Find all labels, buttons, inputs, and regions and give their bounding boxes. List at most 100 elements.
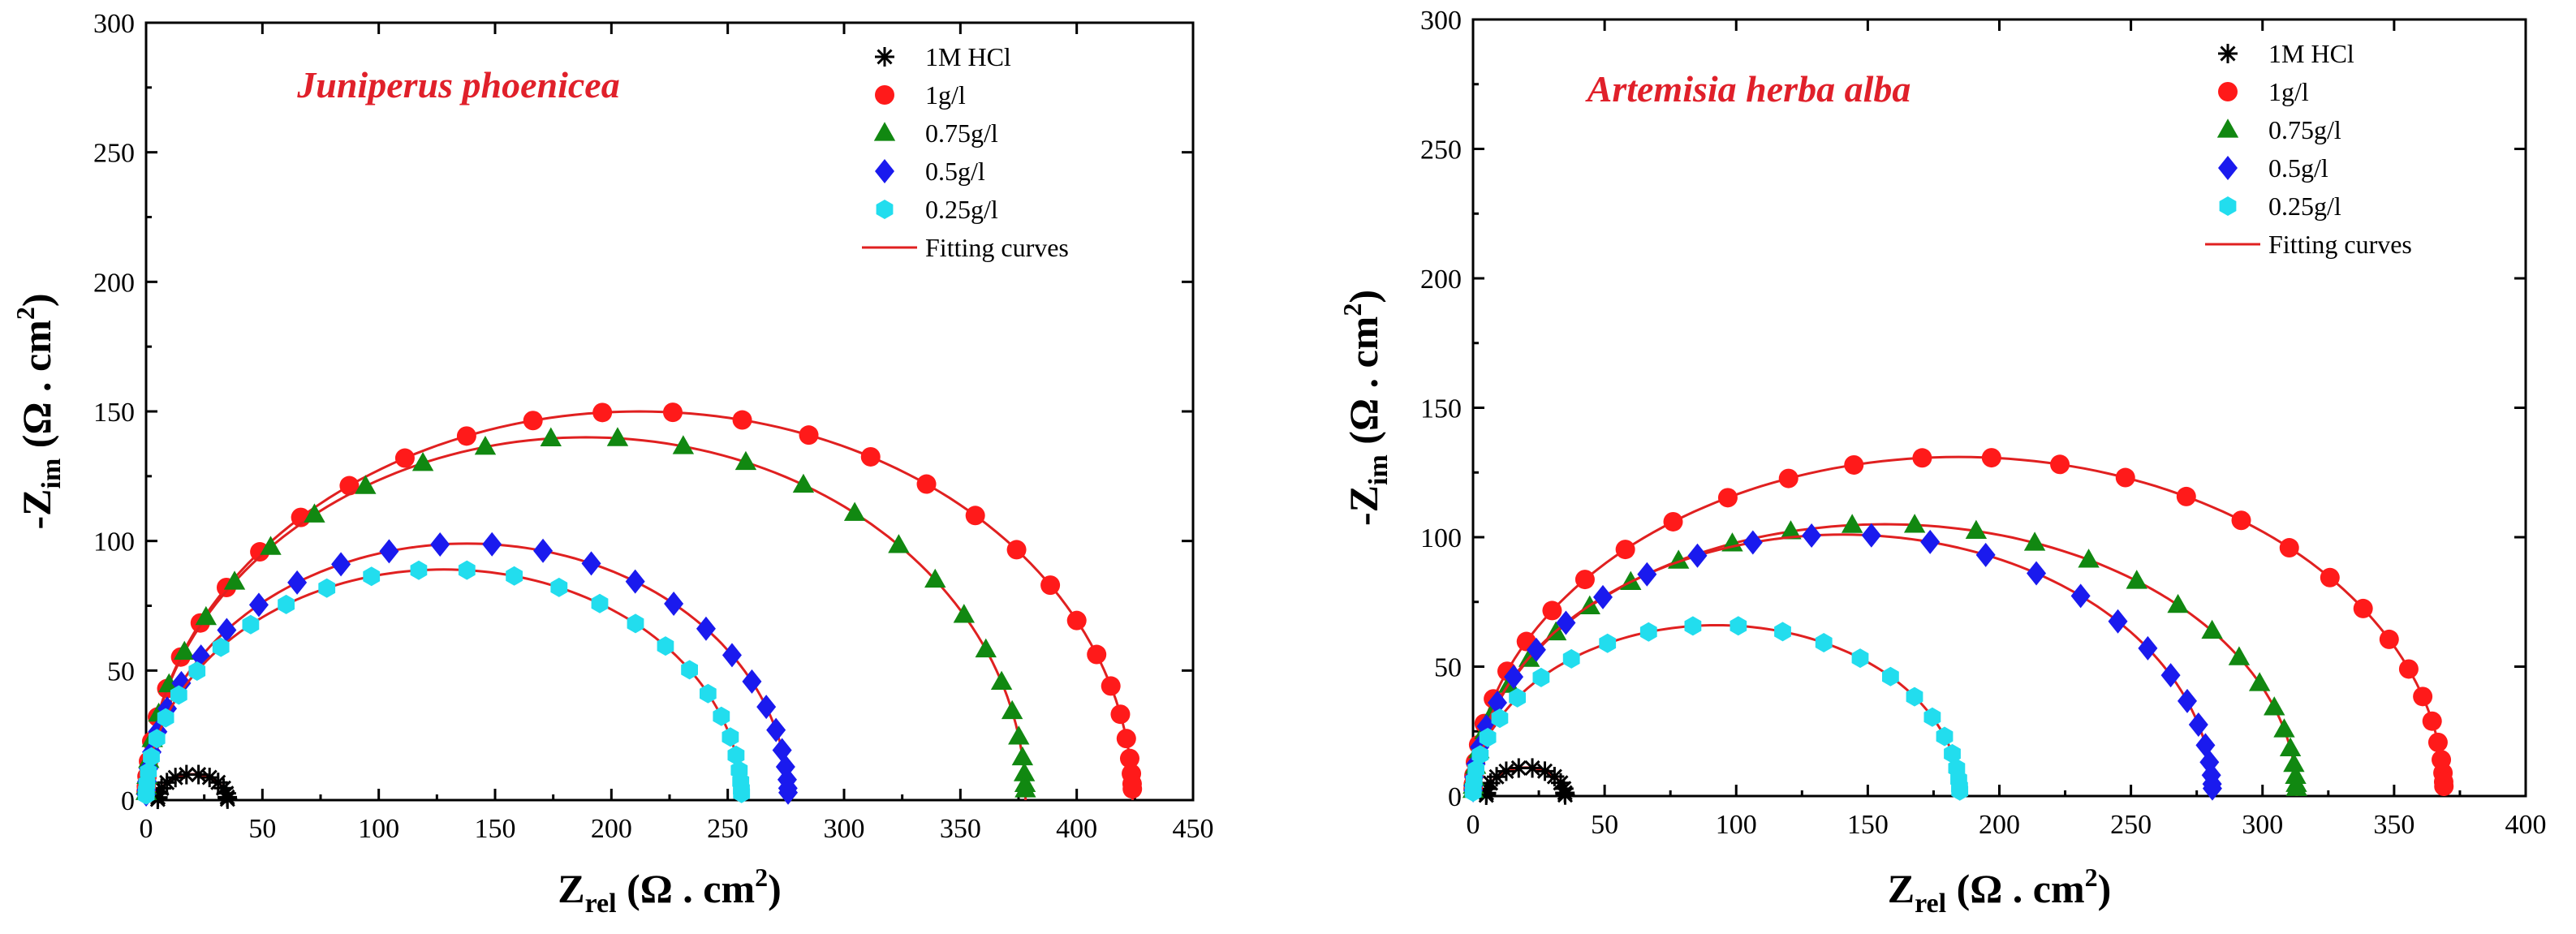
x-tick-label: 150 (1847, 810, 1889, 840)
data-point (1965, 519, 1988, 539)
y-tick-label: 0 (1448, 782, 1462, 812)
data-point (1593, 584, 1613, 609)
legend-marker (875, 159, 894, 183)
legend-marker (873, 122, 896, 141)
y-tick-label: 300 (1420, 6, 1462, 36)
data-point (1906, 687, 1923, 707)
data-point (2279, 538, 2299, 558)
data-point (474, 435, 497, 455)
legend-marker (875, 47, 894, 67)
legend-marker (2218, 44, 2238, 63)
data-point (260, 536, 282, 555)
data-point (1542, 600, 1562, 621)
y-tick-label: 0 (121, 786, 135, 816)
legend-marker (2219, 196, 2237, 216)
data-point (1717, 488, 1738, 508)
data-point (1562, 648, 1580, 669)
x-tick-label: 50 (1591, 810, 1618, 840)
data-point (924, 568, 946, 588)
asterisk-stroke (201, 769, 218, 786)
data-point (2379, 629, 2399, 649)
data-point (732, 410, 752, 430)
data-point (157, 708, 174, 728)
data-point (2078, 549, 2100, 568)
data-point (778, 780, 799, 805)
data-point (188, 661, 206, 681)
plot-frame (1471, 18, 2527, 798)
data-point (1687, 543, 1708, 568)
data-point (722, 727, 739, 747)
data-point (700, 683, 717, 704)
data-point (1532, 667, 1550, 687)
x-tick-label: 400 (1056, 814, 1097, 844)
series-1M HCl (1476, 758, 1575, 805)
data-point (223, 570, 246, 590)
data-point (696, 616, 716, 641)
data-point (1122, 779, 1143, 799)
data-point (212, 637, 230, 657)
y-tick-label: 50 (1434, 653, 1462, 683)
data-point (1526, 637, 1546, 662)
y-axis-title: -Zim (Ω . cm2) (11, 294, 67, 530)
data-point (860, 446, 881, 467)
data-point (1504, 665, 1524, 690)
data-point (1861, 523, 1881, 548)
data-point (1663, 511, 1683, 532)
data-point (2070, 583, 2091, 609)
data-point (799, 425, 819, 445)
data-point (1479, 727, 1497, 747)
fit-curve (144, 436, 1027, 801)
legend-marker (875, 85, 894, 105)
series-0.25g/l (1464, 616, 1969, 803)
legend-marker (2218, 156, 2238, 180)
data-point (430, 532, 450, 557)
data-point (1471, 745, 1489, 765)
asterisk-stroke (1510, 760, 1527, 777)
asterisk-stroke (1498, 763, 1514, 780)
data-point (1001, 699, 1023, 720)
y-axis-title: -Zim (Ω . cm2) (1338, 290, 1394, 526)
data-point (1802, 523, 1822, 548)
data-point (1615, 540, 1635, 560)
data-point (727, 745, 745, 765)
fit-curve (1471, 523, 2298, 797)
series-1M HCl (148, 764, 238, 810)
data-point (1851, 648, 1869, 669)
data-point (158, 673, 180, 693)
chart-title: Artemisia herba alba (1585, 68, 1911, 110)
data-point (2422, 711, 2442, 731)
data-point (1844, 454, 1864, 475)
data-point (1014, 778, 1036, 798)
data-point (592, 402, 613, 423)
y-tick-label: 150 (93, 398, 135, 428)
data-point (1815, 633, 1833, 652)
data-point (664, 591, 684, 616)
data-point (331, 552, 351, 577)
data-point (657, 636, 674, 656)
data-point (195, 605, 218, 626)
data-point (2353, 598, 2373, 618)
data-point (2176, 486, 2196, 506)
data-point (1903, 514, 1926, 533)
legend-marker (876, 200, 894, 219)
asterisk-stroke (1557, 787, 1574, 803)
data-point (2434, 776, 2454, 796)
legend-label: 1M HCl (2268, 39, 2354, 68)
data-point (713, 706, 730, 726)
fit-curve (1471, 455, 2445, 797)
x-tick-label: 350 (940, 814, 981, 844)
x-tick-label: 50 (248, 814, 276, 844)
data-point (482, 532, 502, 557)
data-point (176, 764, 196, 785)
data-point (2231, 510, 2251, 531)
data-point (2413, 687, 2433, 707)
data-point (1555, 785, 1575, 805)
x-tick-label: 100 (358, 814, 399, 844)
data-point (174, 640, 196, 660)
data-point (140, 762, 157, 782)
y-tick-label: 250 (1420, 136, 1462, 166)
legend-label: 0.25g/l (925, 195, 998, 224)
data-point (756, 695, 777, 720)
data-point (278, 594, 295, 614)
x-tick-label: 150 (475, 814, 516, 844)
